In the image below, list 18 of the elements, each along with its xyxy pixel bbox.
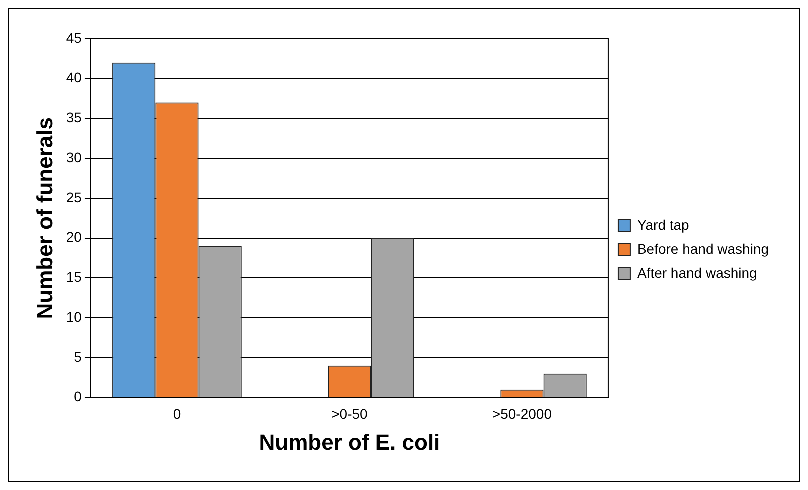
y-tick-label: 15: [66, 269, 82, 286]
x-tick-label: 0: [173, 406, 182, 422]
x-axis-title: Number of E. coli: [259, 430, 440, 455]
y-tick-label: 30: [66, 149, 82, 166]
y-tick-label: 10: [66, 308, 82, 325]
y-tick-label: 45: [66, 30, 82, 46]
y-tick-label: 35: [66, 110, 82, 126]
legend-label: After hand washing: [637, 264, 758, 281]
y-tick-label: 5: [74, 348, 82, 365]
x-tick-label: >0-50: [332, 406, 368, 422]
legend-label: Yard tap: [637, 216, 690, 233]
y-axis-title: Number of funerals: [32, 118, 58, 320]
y-tick-label: 0: [74, 388, 82, 405]
y-tick-label: 40: [66, 70, 82, 86]
y-tick-label: 25: [66, 189, 82, 206]
y-tick-label: 20: [66, 229, 82, 246]
legend-label: Before hand washing: [637, 240, 770, 257]
x-tick-label: >50-2000: [492, 406, 552, 422]
